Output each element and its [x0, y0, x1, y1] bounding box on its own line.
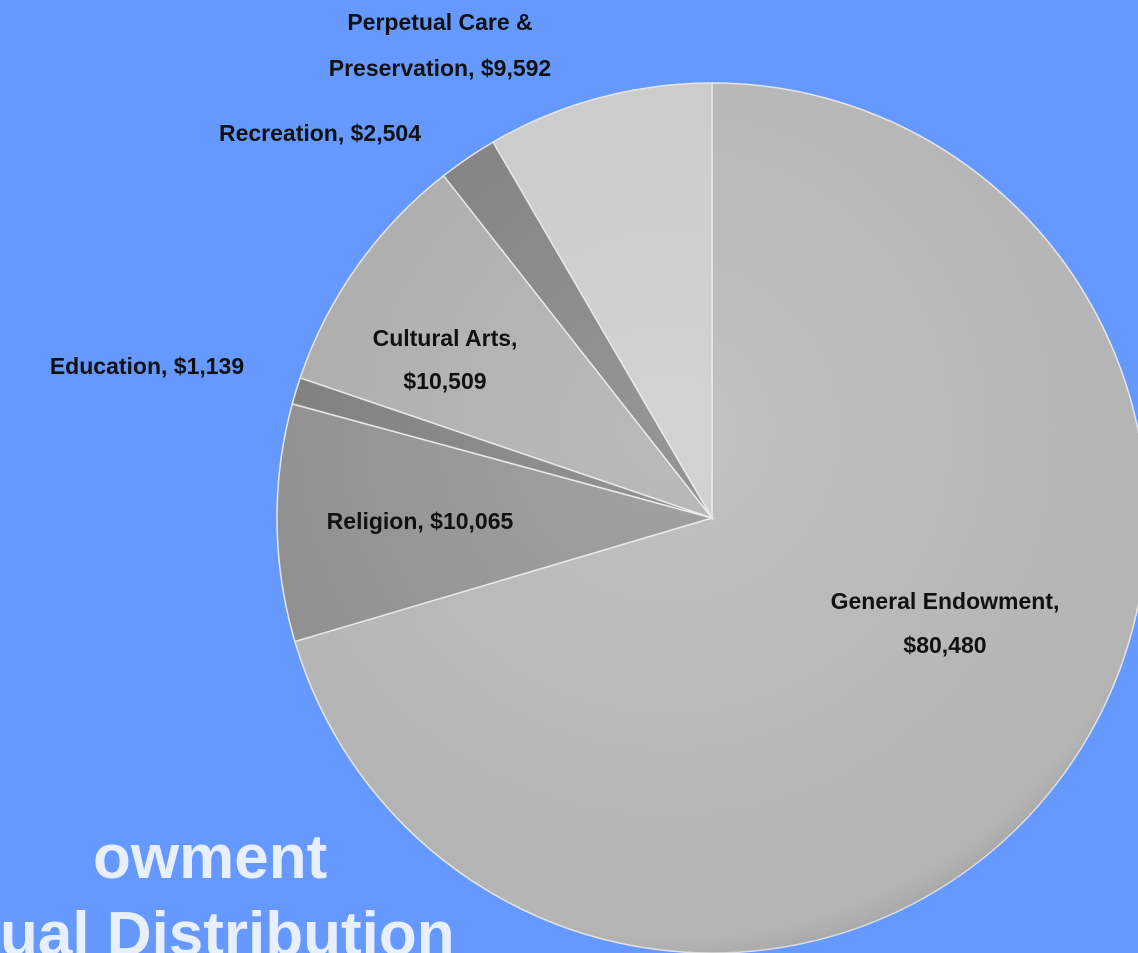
data-labels: General Endowment, $80,480 Religion, $10,0… [50, 9, 1060, 658]
data-label: $10,509 [403, 368, 486, 394]
title-line: owment [93, 823, 327, 892]
data-label: Perpetual Care & [347, 9, 532, 35]
title-line: ual Distribution [0, 900, 455, 953]
data-label: $80,480 [903, 632, 986, 658]
data-label: Cultural Arts, [373, 325, 518, 351]
data-label: General Endowment, [831, 588, 1060, 614]
data-label: Recreation, $2,504 [219, 120, 421, 146]
data-label: Education, $1,139 [50, 353, 244, 379]
title: owment ual Distribution [0, 823, 455, 953]
data-label: Religion, $10,065 [327, 508, 514, 534]
data-label: Preservation, $9,592 [329, 55, 551, 81]
